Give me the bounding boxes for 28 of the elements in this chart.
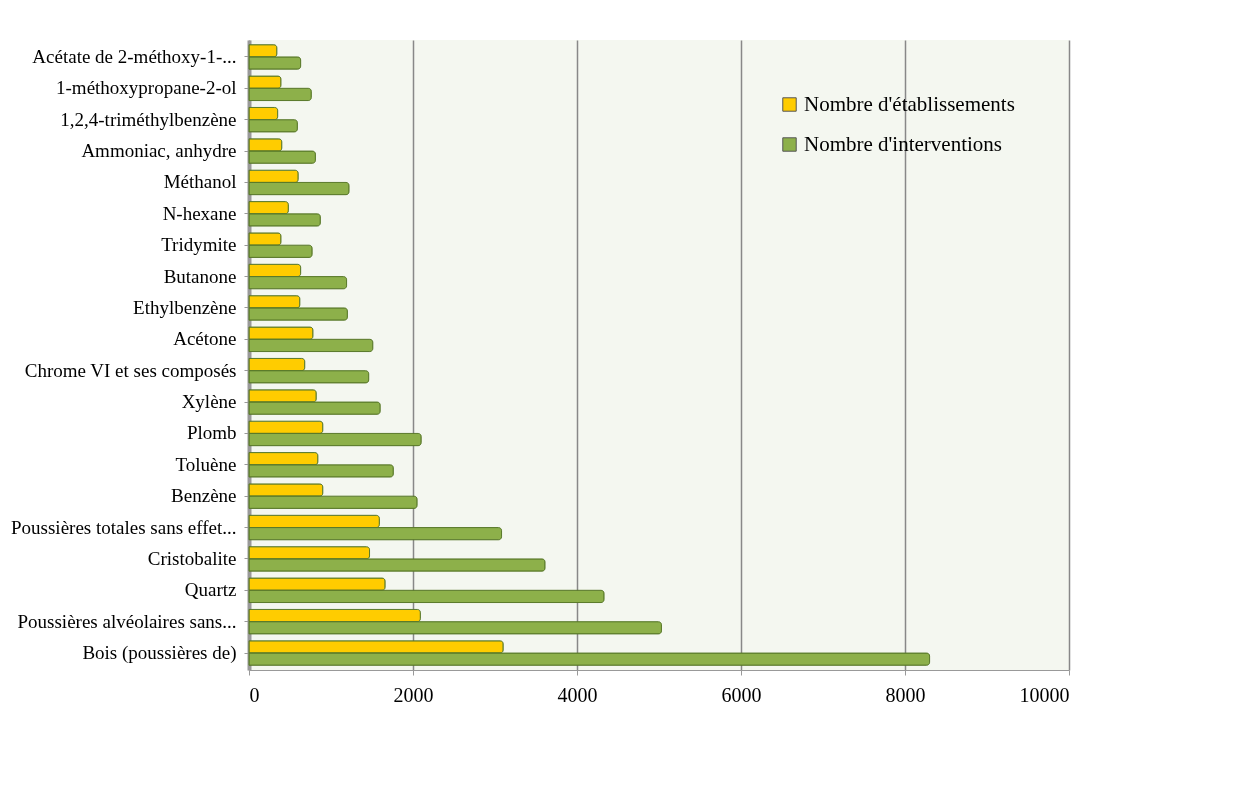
y-tick-label: Ethylbenzène bbox=[133, 296, 237, 318]
y-tick-label: Quartz bbox=[184, 579, 237, 601]
y-tick-label: N-hexane bbox=[162, 202, 237, 224]
y-tick-label: 1,2,4-triméthylbenzène bbox=[60, 108, 237, 130]
y-tick-label: 1-méthoxypropane-2-ol bbox=[56, 77, 237, 99]
x-tick-label: 0 bbox=[249, 683, 260, 706]
y-tick-label: Tridymite bbox=[161, 234, 237, 256]
y-tick-label: Chrome VI et ses composés bbox=[24, 359, 237, 381]
y-tick-label: Bois (poussières de) bbox=[82, 642, 237, 665]
y-tick-label: Acétate de 2-méthoxy-1-... bbox=[32, 45, 237, 67]
y-tick-label: Butanone bbox=[163, 265, 237, 287]
legend-label: Nombre d'interventions bbox=[804, 131, 1002, 156]
y-tick-label: Cristobalite bbox=[147, 547, 237, 569]
x-tick-label: 4000 bbox=[557, 683, 598, 706]
x-tick-label: 6000 bbox=[721, 683, 762, 706]
x-tick-label: 2000 bbox=[393, 683, 434, 706]
y-tick-label: Poussières alvéolaires sans... bbox=[17, 610, 237, 632]
y-tick-label: Xylène bbox=[181, 391, 237, 413]
y-tick-label: Acétone bbox=[173, 328, 237, 350]
y-tick-label: Ammoniac, anhydre bbox=[81, 140, 237, 162]
y-tick-label: Benzène bbox=[171, 485, 237, 507]
y-tick-label: Toluène bbox=[175, 453, 237, 475]
y-tick-label: Plomb bbox=[186, 422, 237, 444]
y-tick-label: Méthanol bbox=[163, 171, 237, 193]
legend-label: Nombre d'établissements bbox=[804, 91, 1015, 116]
y-tick-label: Poussières totales sans effet... bbox=[11, 516, 237, 538]
x-tick-label: 10000 bbox=[1019, 683, 1070, 706]
x-tick-label: 8000 bbox=[885, 683, 926, 706]
